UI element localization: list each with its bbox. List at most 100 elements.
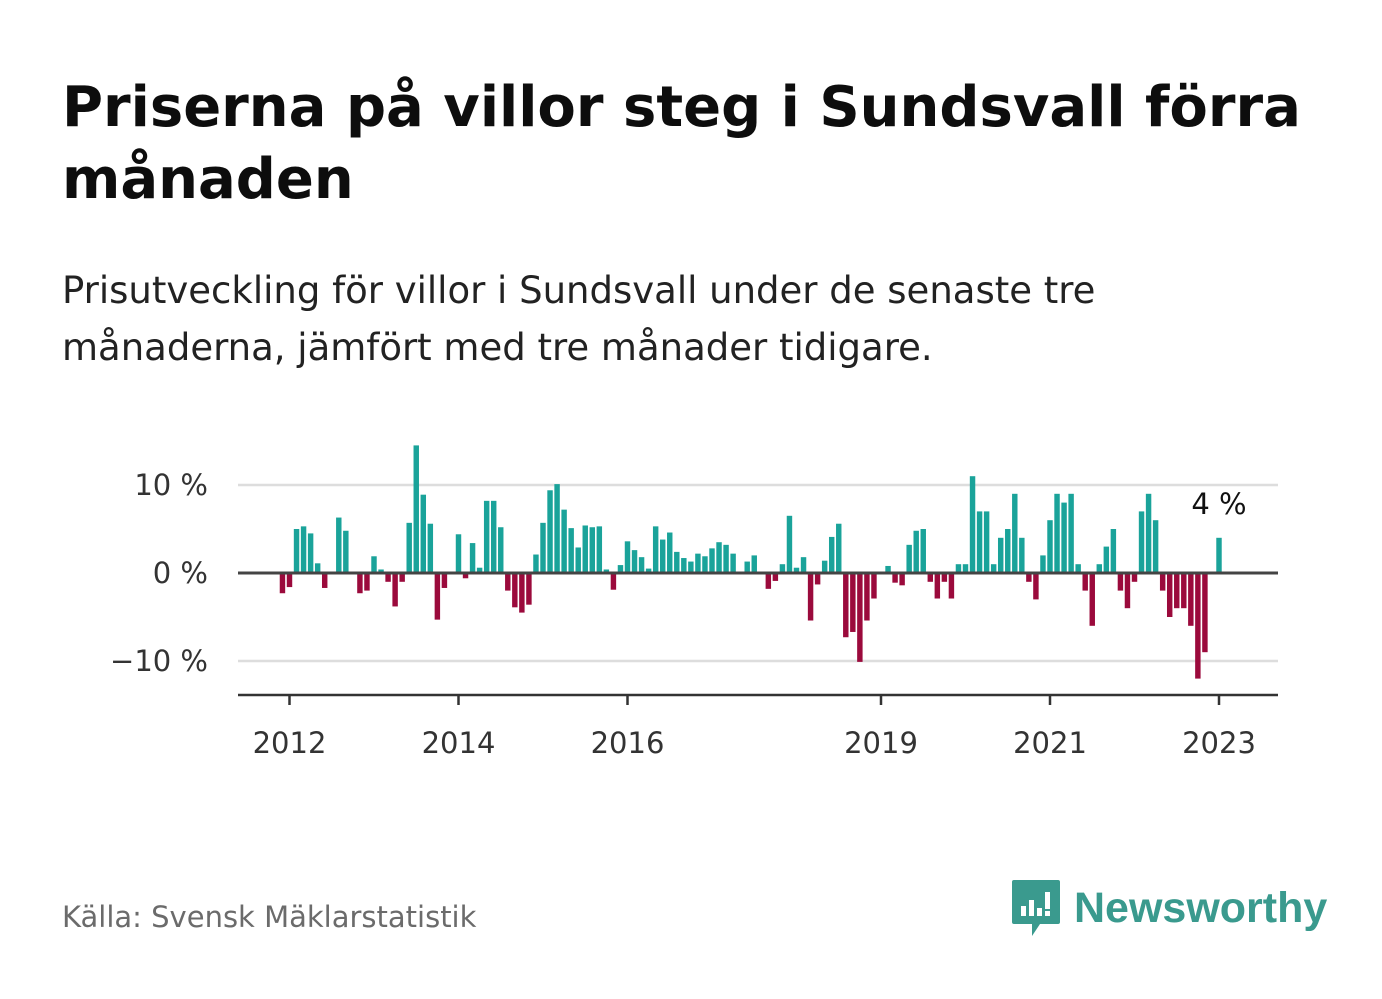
axis-layer — [238, 571, 1278, 705]
bar — [483, 500, 490, 573]
bar — [378, 569, 384, 573]
bar — [997, 537, 1004, 573]
bar — [392, 573, 398, 607]
bar — [399, 573, 405, 582]
bar — [455, 534, 462, 573]
bar — [920, 529, 926, 573]
bar — [800, 557, 807, 573]
bar — [1068, 493, 1074, 573]
bar — [659, 539, 666, 573]
bar — [1202, 573, 1208, 653]
bar — [828, 536, 835, 573]
bar — [568, 528, 574, 573]
bar — [1174, 573, 1180, 609]
bar — [357, 573, 363, 594]
bar — [765, 573, 772, 589]
bar — [955, 564, 962, 573]
bar — [941, 573, 948, 582]
bar — [1166, 573, 1173, 617]
source-note: Källa: Svensk Mäklarstatistik — [62, 900, 477, 934]
bar — [575, 547, 581, 573]
bar — [589, 527, 596, 573]
chart-subtitle: Prisutveckling för villor i Sundsvall un… — [62, 269, 1096, 369]
label-layer: 10 % 0 % −10 % 2012 2014 2016 2019 2021 2023 4 % — [110, 468, 1256, 760]
bar — [1103, 546, 1110, 573]
bar — [476, 567, 483, 573]
bar — [948, 573, 955, 599]
bar — [1061, 502, 1067, 573]
bar — [913, 530, 919, 573]
bar — [772, 573, 779, 581]
bar — [1047, 520, 1053, 573]
bar — [892, 573, 898, 583]
bar — [1131, 573, 1138, 582]
bar — [969, 476, 976, 573]
bar — [610, 573, 617, 590]
bar — [976, 511, 983, 573]
bar — [850, 573, 856, 632]
bar — [1012, 493, 1018, 573]
bar — [321, 573, 328, 588]
bar — [1082, 573, 1088, 591]
bar — [469, 543, 476, 573]
bar — [1181, 573, 1187, 609]
x-tick-label: 2012 — [253, 726, 327, 760]
bar — [652, 526, 659, 573]
bar — [596, 526, 603, 573]
bar — [814, 573, 821, 585]
bar — [631, 550, 638, 573]
bar — [990, 564, 997, 573]
bar — [871, 573, 877, 599]
bar-chart: 10 % 0 % −10 % 2012 2014 2016 2019 2021 2023 4 % — [110, 445, 1278, 760]
chart-title: Priserna på villor steg i Sundsvall förr… — [62, 75, 1301, 212]
bar — [279, 573, 286, 594]
bar — [1075, 564, 1081, 573]
y-tick-label: 0 % — [153, 556, 208, 590]
bar — [1152, 520, 1159, 573]
x-tick-label: 2023 — [1182, 726, 1256, 760]
bar — [857, 573, 863, 662]
bar — [751, 555, 757, 573]
y-tick-label: −10 % — [110, 644, 208, 678]
bar — [293, 529, 300, 573]
bar — [441, 573, 448, 588]
bar — [1159, 573, 1166, 591]
bar — [300, 526, 307, 573]
bar — [962, 564, 969, 573]
bar — [1188, 573, 1194, 626]
bar — [1216, 537, 1222, 573]
bar — [336, 517, 342, 573]
bar — [836, 523, 842, 573]
bar — [983, 511, 990, 573]
bar — [638, 557, 645, 573]
bar — [793, 567, 800, 573]
bar — [885, 565, 891, 573]
bar — [695, 553, 701, 573]
newsworthy-logo: Newsworthy — [1010, 878, 1327, 938]
bar — [624, 541, 631, 573]
bar — [498, 527, 504, 573]
bar — [413, 445, 419, 573]
bar — [1033, 573, 1039, 600]
bar — [645, 568, 652, 573]
bar — [385, 573, 391, 582]
bar — [667, 532, 673, 573]
newsworthy-logo-icon — [1012, 880, 1060, 936]
bar — [427, 523, 434, 573]
bar — [1005, 529, 1011, 573]
bar — [681, 558, 687, 573]
bar — [716, 542, 722, 573]
bar — [1026, 573, 1032, 582]
bar — [821, 560, 828, 573]
x-tick-label: 2021 — [1013, 726, 1087, 760]
bar — [702, 556, 708, 573]
bar — [1096, 564, 1103, 573]
bar — [561, 509, 567, 573]
bar — [547, 490, 553, 573]
grid-layer — [238, 483, 1278, 663]
bar — [906, 544, 912, 573]
bar — [1138, 511, 1145, 573]
y-tick-label: 10 % — [134, 468, 208, 502]
bar — [723, 544, 729, 573]
bar — [434, 573, 441, 620]
